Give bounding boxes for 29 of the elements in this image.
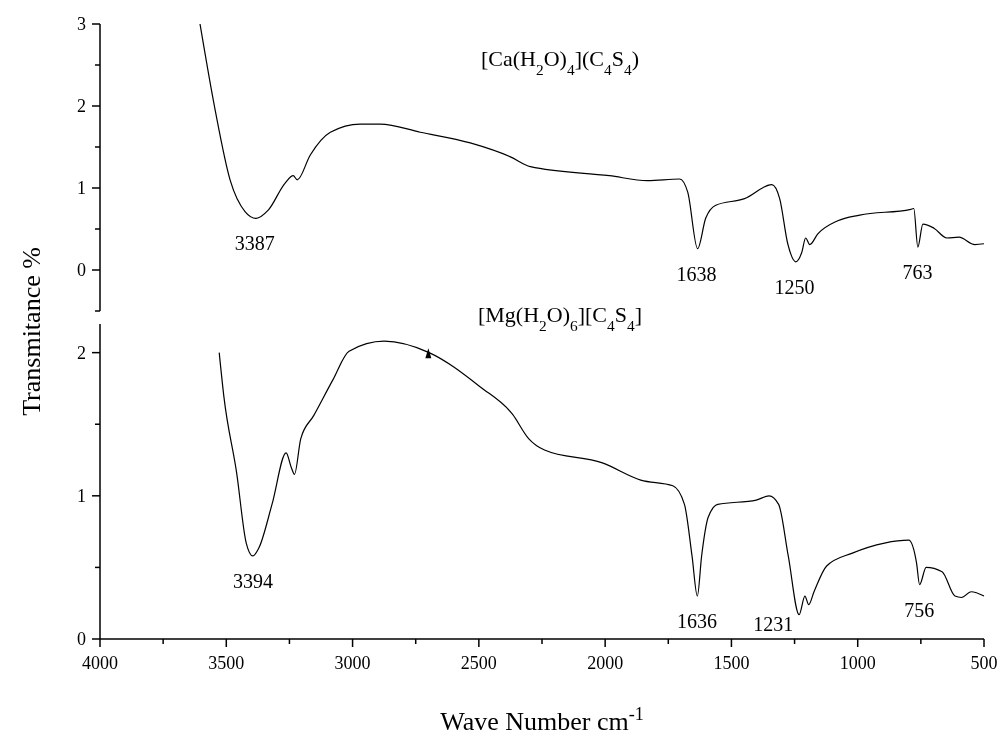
annotation: 3394	[233, 569, 274, 592]
annotation: 1231	[753, 613, 794, 635]
line-series	[218, 340, 985, 616]
y-axis-title: Transmitance %	[17, 247, 46, 416]
x-tick-label: 500	[970, 653, 998, 673]
y-tick-label: 1	[77, 178, 86, 199]
y-tick-label: 2	[77, 96, 86, 117]
annotation: 3387	[234, 232, 275, 255]
x-tick-label: 3000	[334, 653, 371, 673]
x-tick-label: 4000	[82, 653, 118, 673]
x-tick-label: 2500	[460, 653, 497, 673]
y-tick-label: 2	[77, 342, 86, 363]
annotation: 756	[904, 598, 935, 621]
x-axis-title: Wave Number cm$^{-1}$	[440, 704, 644, 736]
line-series	[199, 23, 985, 263]
x-tick-label: 1000	[839, 653, 876, 673]
y-tick-label: 0	[77, 629, 86, 650]
annotation: 1250	[774, 275, 815, 298]
y-tick-label: 1	[77, 486, 86, 507]
y-tick-label: 3	[77, 14, 86, 35]
x-tick-label: 2000	[587, 653, 624, 673]
x-tick-label: 3500	[208, 653, 245, 673]
y-tick-label: 0	[77, 260, 86, 281]
chart-title: [Ca(H$_{2}$O)$_{4}$](C$_{4}$S$_{4}$)	[481, 46, 639, 78]
annotation: 1636	[677, 610, 718, 633]
chart-title: [Mg(H$_{2}$O)$_{6}$][C$_{4}$S$_{4}$]	[477, 302, 643, 334]
annotation: 1638	[676, 262, 717, 285]
x-tick-label: 1500	[713, 653, 750, 673]
annotation: 763	[902, 261, 933, 284]
